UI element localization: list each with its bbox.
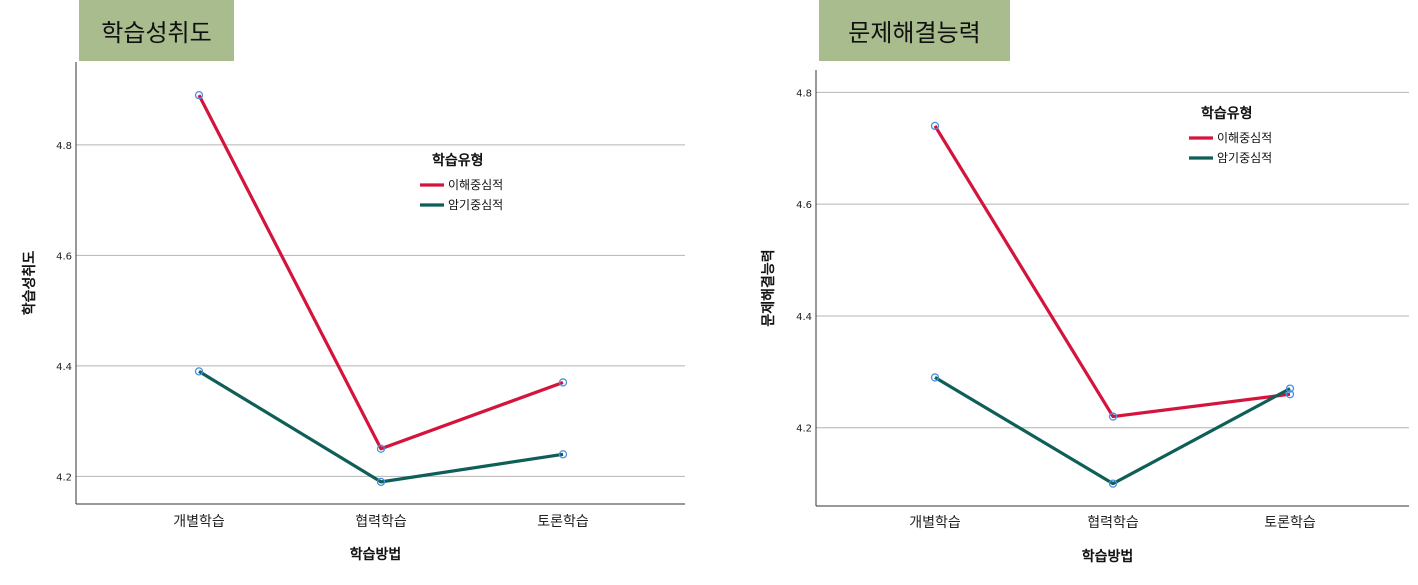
data-point bbox=[1108, 479, 1118, 488]
series-line bbox=[198, 370, 564, 484]
data-point bbox=[930, 121, 940, 131]
x-tick-label: 토론학습 bbox=[1264, 515, 1316, 531]
legend-label: 이해중심적 bbox=[448, 178, 503, 192]
data-point bbox=[558, 378, 568, 387]
x-axis-label: 학습방법 bbox=[350, 546, 402, 563]
data-point bbox=[376, 477, 386, 487]
chart-title: 학습성취도 bbox=[79, 0, 234, 61]
y-tick-label: 4.2 bbox=[56, 472, 72, 483]
x-tick-label: 협력학습 bbox=[355, 514, 407, 530]
data-point bbox=[194, 91, 204, 100]
y-tick-label: 4.4 bbox=[796, 312, 812, 323]
legend-label: 암기중심적 bbox=[1217, 151, 1272, 165]
x-tick-label: 개별학습 bbox=[173, 514, 225, 530]
data-point bbox=[1285, 390, 1295, 399]
data-point bbox=[558, 450, 568, 459]
legend-label: 암기중심적 bbox=[448, 198, 503, 212]
y-tick-label: 4.2 bbox=[796, 424, 812, 435]
x-tick-label: 협력학습 bbox=[1087, 515, 1139, 531]
legend-title: 학습유형 bbox=[432, 152, 484, 169]
chart-panel-achievement: 학습성취도 4.2 4.4 4.6 4.8 개별학습 협력학습 토론학습 학습방법 학습성취도 학… bbox=[22, 0, 685, 563]
series-line bbox=[197, 94, 564, 451]
data-point bbox=[376, 444, 386, 453]
legend-label: 이해중심적 bbox=[1217, 131, 1272, 145]
y-axis-label: 문제해결능력 bbox=[760, 249, 777, 326]
legend-title: 학습유형 bbox=[1201, 105, 1253, 122]
y-tick-label: 4.8 bbox=[796, 88, 812, 99]
series-line bbox=[933, 125, 1291, 419]
chart-title: 문제해결능력 bbox=[819, 0, 1010, 61]
x-axis-label: 학습방법 bbox=[1082, 548, 1134, 565]
series-line bbox=[934, 376, 1291, 486]
x-tick-label: 개별학습 bbox=[909, 515, 961, 531]
y-tick-label: 4.8 bbox=[56, 141, 72, 152]
data-point bbox=[1285, 384, 1295, 393]
data-point bbox=[930, 373, 940, 382]
data-point bbox=[1108, 412, 1118, 421]
y-tick-label: 4.6 bbox=[56, 251, 72, 262]
x-tick-label: 토론학습 bbox=[537, 514, 589, 530]
y-tick-label: 4.6 bbox=[796, 200, 812, 211]
data-point bbox=[194, 367, 204, 376]
y-tick-label: 4.4 bbox=[56, 362, 72, 373]
y-axis-label: 학습성취도 bbox=[22, 251, 38, 316]
